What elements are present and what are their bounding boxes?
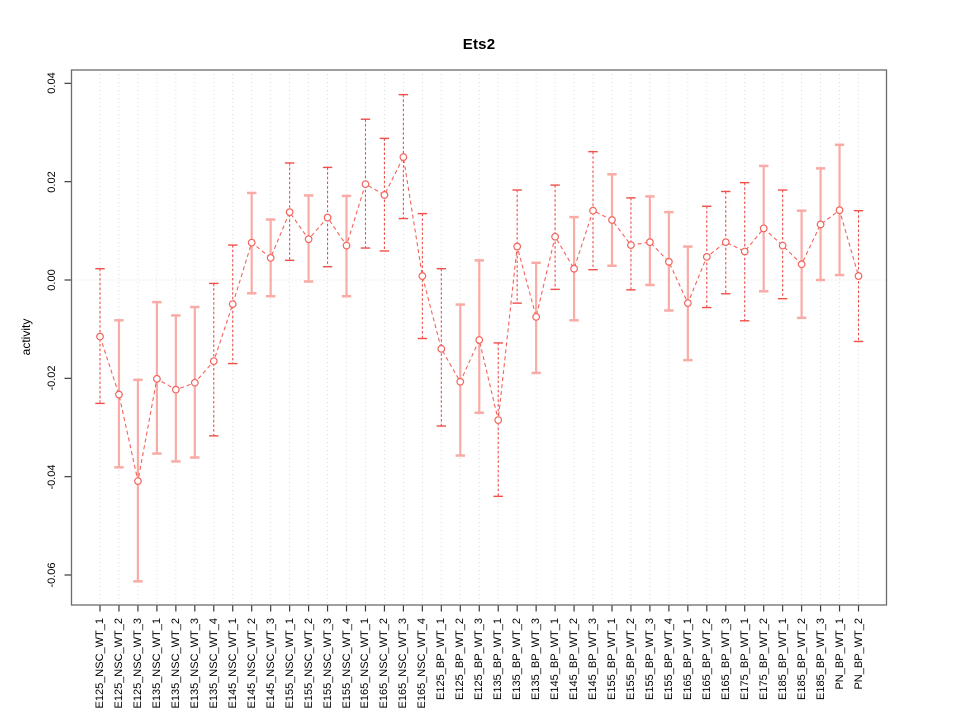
data-point — [854, 272, 863, 280]
x-tick-label: E155_NSC_WT_4 — [340, 618, 353, 709]
x-tick-label: E185_BP_WT_3 — [814, 618, 827, 700]
data-point — [437, 344, 446, 353]
data-point — [266, 253, 275, 262]
y-tick-label: 0.00 — [46, 269, 58, 291]
data-point — [285, 208, 294, 217]
data-point — [494, 416, 503, 425]
data-point — [835, 206, 844, 215]
x-tick-label: E155_BP_WT_3 — [643, 618, 656, 700]
x-tick-label: E155_NSC_WT_1 — [283, 618, 296, 709]
data-point — [551, 232, 559, 241]
data-point — [797, 260, 806, 269]
x-tick-label: E145_BP_WT_3 — [587, 618, 600, 700]
x-tick-label: E135_BP_WT_1 — [492, 618, 505, 700]
data-point — [399, 153, 408, 161]
x-tick-label: E155_BP_WT_4 — [662, 618, 675, 700]
data-point — [134, 477, 142, 485]
x-tick-label: E165_NSC_WT_2 — [378, 618, 391, 709]
data-point — [171, 385, 180, 394]
data-point — [96, 332, 104, 341]
x-tick-label: E125_BP_WT_1 — [435, 618, 448, 700]
data-point — [683, 299, 692, 308]
y-tick-label: -0.04 — [46, 464, 58, 490]
x-tick-label: E135_NSC_WT_3 — [188, 618, 201, 709]
data-point — [778, 241, 787, 250]
data-point — [323, 213, 332, 222]
plot-border — [70, 69, 888, 606]
chart-title: Ets2 — [462, 36, 496, 53]
data-point — [418, 272, 427, 280]
x-tick-label: E125_BP_WT_2 — [454, 618, 467, 700]
x-tick-label: E165_NSC_WT_1 — [359, 618, 372, 709]
x-tick-label: E155_BP_WT_1 — [605, 618, 618, 700]
x-tick-label: E135_BP_WT_3 — [530, 618, 543, 700]
x-tick-label: E135_NSC_WT_1 — [150, 618, 163, 709]
x-tick-label: E145_NSC_WT_3 — [264, 618, 277, 709]
y-tick-label: 0.04 — [46, 72, 58, 95]
data-point — [816, 220, 825, 229]
data-point — [475, 336, 484, 344]
x-tick-label: E185_BP_WT_1 — [776, 618, 789, 700]
data-point — [304, 235, 313, 244]
data-point — [627, 241, 635, 249]
x-tick-label: E145_BP_WT_2 — [568, 618, 581, 700]
x-tick-label: E135_NSC_WT_4 — [207, 618, 220, 709]
data-point — [721, 238, 730, 247]
x-tick-label: E165_NSC_WT_4 — [416, 618, 429, 709]
data-point — [646, 238, 654, 247]
x-tick-label: E155_NSC_WT_3 — [321, 618, 334, 709]
x-tick-label: E145_BP_WT_1 — [549, 618, 562, 700]
x-tick-label: E175_BP_WT_1 — [738, 618, 751, 700]
x-tick-label: E165_NSC_WT_3 — [397, 618, 410, 709]
y-tick-label: -0.06 — [46, 562, 58, 588]
x-tick-label: E125_NSC_WT_1 — [94, 618, 106, 709]
x-tick-label: E125_BP_WT_3 — [473, 618, 486, 700]
x-tick-label: E135_NSC_WT_2 — [169, 618, 182, 709]
x-tick-label: E165_BP_WT_3 — [719, 618, 732, 700]
x-tick-label: E125_NSC_WT_2 — [112, 618, 125, 709]
x-tick-label: E155_NSC_WT_2 — [302, 618, 315, 709]
data-point — [152, 374, 161, 383]
data-point — [115, 390, 123, 399]
x-tick-label: E125_NSC_WT_3 — [131, 618, 144, 709]
data-point — [759, 224, 768, 233]
data-point — [589, 206, 597, 215]
data-point — [702, 252, 711, 261]
x-tick-label: E145_NSC_WT_1 — [226, 618, 239, 709]
y-tick-label: 0.02 — [46, 170, 58, 193]
x-tick-label: E155_BP_WT_2 — [624, 618, 637, 700]
data-point — [456, 377, 465, 386]
data-point — [380, 191, 389, 199]
data-point — [532, 312, 541, 321]
data-point — [570, 264, 578, 273]
x-tick-label: PN_BP_WT_1 — [833, 618, 846, 690]
data-point — [740, 247, 749, 256]
data-point — [342, 241, 351, 250]
x-tick-label: E135_BP_WT_2 — [511, 618, 524, 700]
data-point — [190, 378, 199, 387]
x-tick-label: E145_NSC_WT_2 — [245, 618, 258, 709]
data-point — [608, 216, 616, 224]
x-tick-label: E175_BP_WT_2 — [757, 618, 770, 700]
data-point — [247, 238, 256, 247]
x-tick-label: E185_BP_WT_2 — [795, 618, 808, 700]
data-point — [664, 257, 673, 266]
series-line — [99, 155, 860, 482]
data-point — [228, 300, 237, 308]
data-point — [513, 242, 522, 251]
data-point — [361, 180, 370, 189]
y-tick-label: -0.02 — [46, 365, 58, 391]
x-tick-label: E165_BP_WT_2 — [700, 618, 713, 700]
data-point — [209, 357, 218, 366]
x-tick-label: PN_BP_WT_2 — [852, 618, 865, 690]
x-tick-label: E165_BP_WT_1 — [681, 618, 694, 700]
